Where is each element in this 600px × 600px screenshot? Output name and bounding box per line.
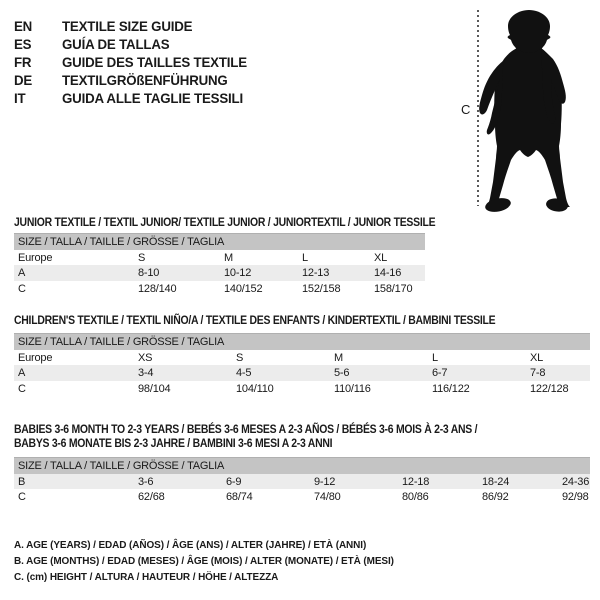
svg-text:C: C	[461, 102, 470, 117]
